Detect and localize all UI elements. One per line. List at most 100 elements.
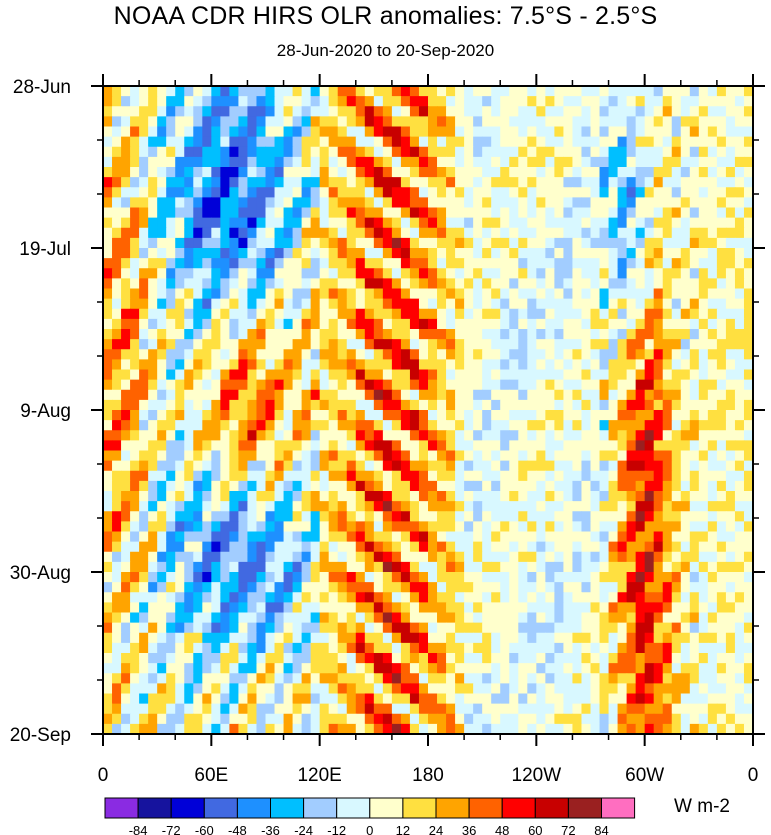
chart-subtitle: 28-Jun-2020 to 20-Sep-2020 (276, 41, 495, 60)
heat-cell (563, 460, 574, 472)
heat-cell (428, 713, 438, 725)
heat-cell (391, 359, 402, 371)
heat-cell (608, 673, 619, 684)
heat-cell (337, 227, 348, 239)
heat-cell (256, 703, 267, 715)
heat-cell (527, 86, 537, 97)
heat-cell (707, 207, 718, 219)
heat-cell (274, 642, 285, 654)
heat-cell (391, 663, 402, 674)
heat-cell (500, 703, 510, 715)
heat-cell (608, 399, 619, 411)
heat-cell (635, 207, 646, 219)
heat-cell (139, 258, 149, 269)
heat-cell (229, 359, 240, 371)
x-tick-label: 0 (748, 765, 759, 786)
heat-cell (130, 511, 140, 522)
heat-cell (482, 521, 492, 533)
heat-cell (698, 298, 709, 310)
heat-cell (229, 430, 240, 441)
heat-cell (473, 96, 483, 107)
heat-cell (500, 561, 510, 573)
heat-cell (121, 106, 131, 117)
heat-cell (346, 227, 357, 239)
heat-cell (148, 156, 158, 168)
heat-cell (527, 268, 537, 279)
heat-cell (725, 288, 736, 300)
heat-cell (725, 359, 736, 371)
heat-cell (103, 460, 113, 472)
heat-cell (617, 450, 628, 462)
heat-cell (572, 572, 583, 583)
heat-cell (193, 278, 203, 290)
heat-cell (428, 551, 438, 563)
heat-cell (680, 561, 691, 573)
heat-cell (734, 572, 745, 583)
heat-cell (734, 248, 745, 259)
heat-cell (112, 470, 122, 482)
heat-cell (662, 359, 673, 371)
heat-cell (400, 541, 411, 553)
heat-cell (428, 480, 438, 492)
heat-cell (310, 592, 321, 603)
heat-cell (599, 592, 610, 603)
heat-cell (184, 268, 194, 279)
heat-cell (409, 582, 420, 593)
heat-cell (130, 298, 140, 310)
heat-cell (590, 430, 601, 441)
heat-cell (301, 116, 312, 128)
heat-cell (319, 632, 330, 644)
heat-cell (112, 308, 122, 320)
heat-cell (121, 207, 131, 219)
heat-cell (121, 622, 131, 634)
heat-cell (139, 116, 149, 128)
heat-cell (175, 470, 185, 482)
heat-cell (500, 693, 510, 705)
heat-cell (464, 349, 474, 360)
heat-cell (671, 237, 682, 249)
heat-cell (707, 136, 718, 148)
heat-cell (175, 713, 185, 725)
heat-cell (455, 329, 465, 340)
heat-cell (400, 683, 411, 695)
heat-cell (734, 258, 745, 269)
heat-cell (590, 237, 601, 249)
heat-cell (184, 329, 194, 340)
heat-cell (491, 187, 501, 198)
heat-cell (283, 430, 294, 441)
heat-cell (130, 258, 140, 269)
heat-cell (274, 592, 285, 603)
heat-cell (301, 460, 312, 472)
heat-cell (644, 146, 655, 158)
heat-cell (455, 622, 465, 634)
heat-cell (121, 156, 131, 168)
heat-cell (590, 501, 601, 512)
heat-cell (635, 470, 646, 482)
heat-cell (409, 410, 420, 421)
heat-cell (229, 713, 240, 725)
heat-cell (680, 480, 691, 492)
heat-cell (455, 602, 465, 614)
heat-cell (599, 663, 610, 674)
heat-cell (653, 248, 664, 259)
heat-cell (599, 551, 610, 563)
heat-cell (292, 237, 303, 249)
heat-cell (707, 450, 718, 462)
heat-cell (716, 339, 727, 350)
heat-cell (698, 369, 709, 381)
heat-cell (698, 329, 709, 340)
heat-cell (617, 237, 628, 249)
heat-cell (446, 146, 456, 158)
heat-cell (157, 167, 167, 178)
heat-cell (229, 460, 240, 472)
heat-cell (626, 177, 637, 188)
heat-cell (734, 298, 745, 310)
heat-cell (328, 329, 339, 340)
heat-cell (274, 146, 285, 158)
heat-cell (626, 227, 637, 239)
heat-cell (112, 298, 122, 310)
heat-cell (464, 460, 474, 472)
heat-cell (626, 288, 637, 300)
heat-cell (644, 197, 655, 209)
heat-cell (166, 572, 176, 583)
